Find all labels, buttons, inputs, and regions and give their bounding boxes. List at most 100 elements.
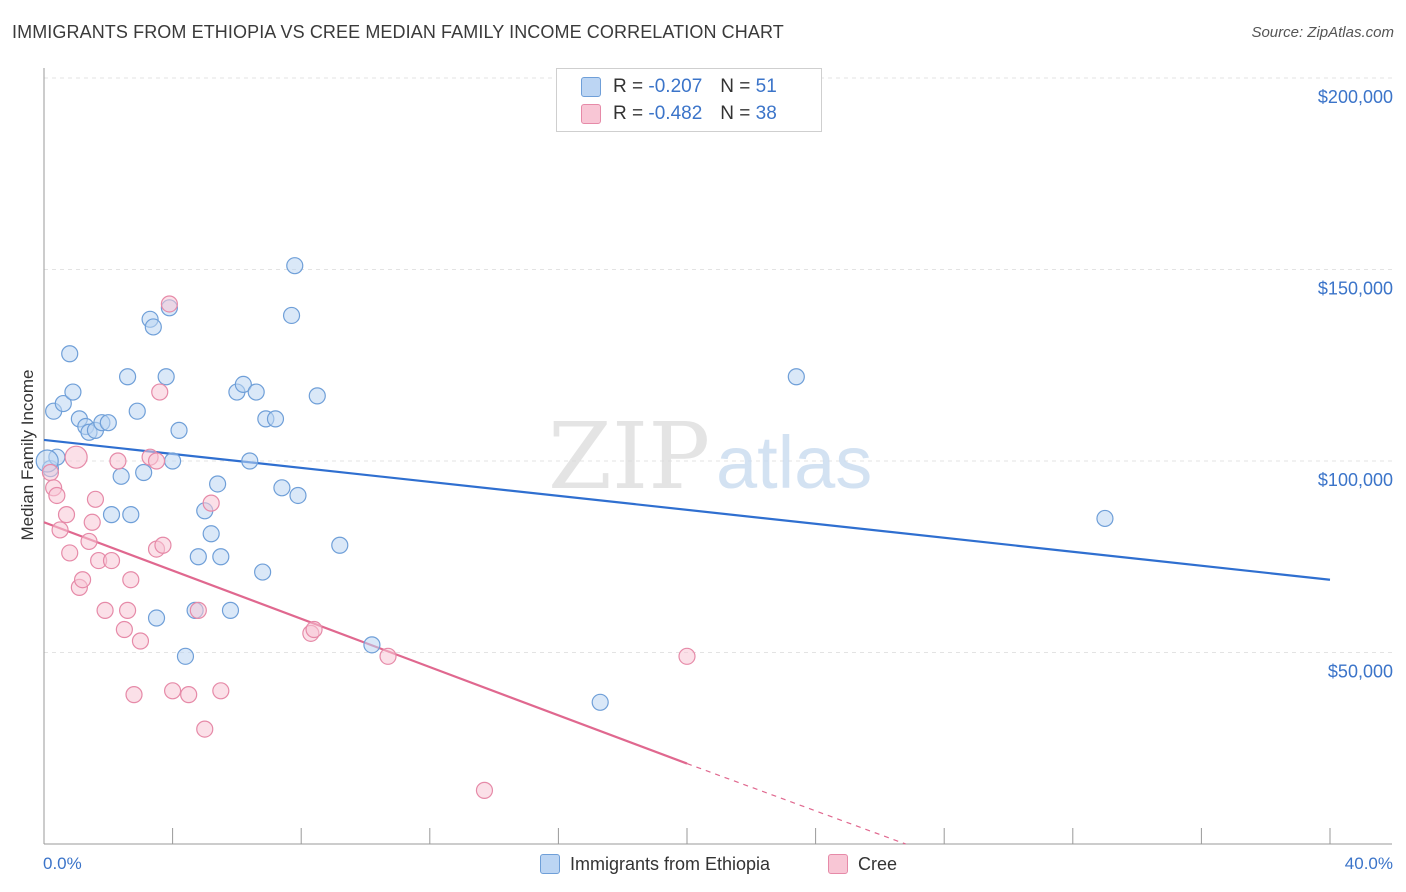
data-point-ethiopia — [221, 601, 240, 619]
trend-line-ethiopia — [43, 438, 1331, 581]
data-point-ethiopia — [202, 525, 220, 543]
data-points — [35, 257, 1114, 799]
data-point-ethiopia — [135, 463, 153, 482]
watermark-zip: ZIP — [548, 403, 710, 510]
legend-row-cree: R = -0.482 N = 38 — [581, 102, 777, 126]
data-point-cree — [64, 445, 88, 469]
legend-n-value: 38 — [755, 103, 777, 124]
data-point-ethiopia — [247, 383, 265, 401]
data-point-ethiopia — [241, 452, 259, 470]
data-point-ethiopia — [331, 536, 349, 554]
data-point-ethiopia — [282, 306, 301, 325]
data-point-ethiopia — [157, 368, 175, 386]
data-point-cree — [96, 601, 114, 619]
legend-n-label: N = — [720, 103, 751, 124]
data-point-ethiopia — [289, 486, 307, 505]
data-point-ethiopia — [234, 375, 252, 393]
data-point-ethiopia — [363, 636, 381, 654]
data-point-cree — [678, 647, 696, 665]
data-point-ethiopia — [99, 414, 117, 432]
data-point-cree — [160, 295, 178, 313]
data-point-ethiopia — [122, 506, 140, 524]
data-point-ethiopia — [273, 479, 291, 497]
data-point-cree — [73, 571, 92, 589]
y-tick-label: $200,000 — [1318, 87, 1393, 107]
source-label: Source: ZipAtlas.com — [1251, 24, 1394, 41]
watermark: ZIP atlas — [548, 403, 872, 510]
chart-title: IMMIGRANTS FROM ETHIOPIA VS CREE MEDIAN … — [12, 22, 784, 42]
data-point-ethiopia — [1096, 509, 1114, 528]
x-tick-labels: 0.0% 40.0% — [43, 854, 1393, 873]
bottom-legend-swatch-cree — [828, 854, 848, 874]
data-point-ethiopia — [102, 506, 121, 524]
bottom-legend-label-cree: Cree — [858, 853, 898, 874]
data-point-cree — [102, 551, 121, 570]
data-point-cree — [379, 647, 397, 665]
legend-n-label: N = — [720, 76, 751, 97]
watermark-atlas: atlas — [716, 421, 872, 504]
data-point-cree — [196, 720, 214, 738]
data-point-cree — [164, 682, 182, 700]
bottom-legend-swatch-ethiopia — [540, 854, 560, 874]
x-tick-label-right: 40.0% — [1345, 854, 1393, 873]
data-point-ethiopia — [591, 693, 609, 711]
legend-r-label: R = — [613, 76, 644, 97]
data-point-cree — [86, 490, 105, 508]
data-point-cree — [109, 452, 127, 470]
legend-n-value: 51 — [755, 76, 777, 97]
data-point-cree — [48, 486, 66, 505]
y-tick-label: $100,000 — [1318, 470, 1393, 490]
data-point-cree — [118, 601, 137, 619]
data-point-cree — [189, 601, 207, 619]
data-point-cree — [131, 632, 150, 650]
gridlines — [44, 77, 1392, 653]
data-point-cree — [51, 521, 69, 539]
legend-r-label: R = — [613, 103, 644, 124]
data-point-cree — [41, 463, 60, 482]
data-point-cree — [115, 620, 133, 639]
data-point-cree — [305, 620, 323, 639]
data-point-cree — [202, 494, 220, 512]
data-point-ethiopia — [209, 475, 227, 493]
data-point-ethiopia — [286, 257, 304, 275]
data-point-cree — [212, 682, 230, 700]
legend-swatch-ethiopia — [581, 77, 601, 97]
bottom-legend-ethiopia: Immigrants from Ethiopia — [540, 851, 770, 877]
data-point-cree — [151, 383, 169, 401]
data-point-cree — [122, 571, 140, 589]
data-point-cree — [475, 781, 494, 799]
data-point-ethiopia — [144, 318, 162, 336]
data-point-ethiopia — [176, 647, 195, 665]
trend-line-cree-extension — [686, 763, 906, 845]
y-tick-label: $50,000 — [1328, 662, 1393, 682]
data-point-ethiopia — [254, 563, 272, 581]
bottom-legend-cree: Cree — [828, 851, 897, 877]
legend-swatch-cree — [581, 104, 601, 124]
data-point-ethiopia — [112, 467, 130, 485]
data-point-ethiopia — [212, 548, 230, 566]
data-point-cree — [154, 536, 172, 554]
data-point-cree — [80, 532, 98, 551]
data-point-ethiopia — [54, 394, 72, 413]
data-point-ethiopia — [170, 421, 188, 439]
x-tick-label-left: 0.0% — [43, 854, 82, 873]
y-tick-labels: $200,000 $150,000 $100,000 $50,000 — [1318, 87, 1393, 682]
data-point-cree — [83, 513, 101, 531]
data-point-ethiopia — [118, 368, 137, 386]
data-point-cree — [61, 544, 79, 562]
data-point-ethiopia — [189, 548, 207, 566]
legend-row-ethiopia: R = -0.207 N = 51 — [581, 75, 777, 99]
data-point-ethiopia — [128, 402, 146, 420]
data-point-ethiopia — [164, 452, 182, 470]
legend-r-value: -0.207 — [648, 76, 703, 97]
data-point-ethiopia — [64, 383, 82, 401]
y-tick-label: $150,000 — [1318, 279, 1393, 299]
data-point-ethiopia — [61, 345, 79, 363]
data-point-ethiopia — [266, 410, 285, 428]
data-point-ethiopia — [787, 368, 805, 386]
legend-r-value: -0.482 — [648, 103, 703, 124]
data-point-cree — [147, 452, 166, 470]
bottom-legend-label-ethiopia: Immigrants from Ethiopia — [570, 853, 771, 874]
correlation-legend: R = -0.207 N = 51 R = -0.482 N = 38 — [556, 68, 822, 132]
